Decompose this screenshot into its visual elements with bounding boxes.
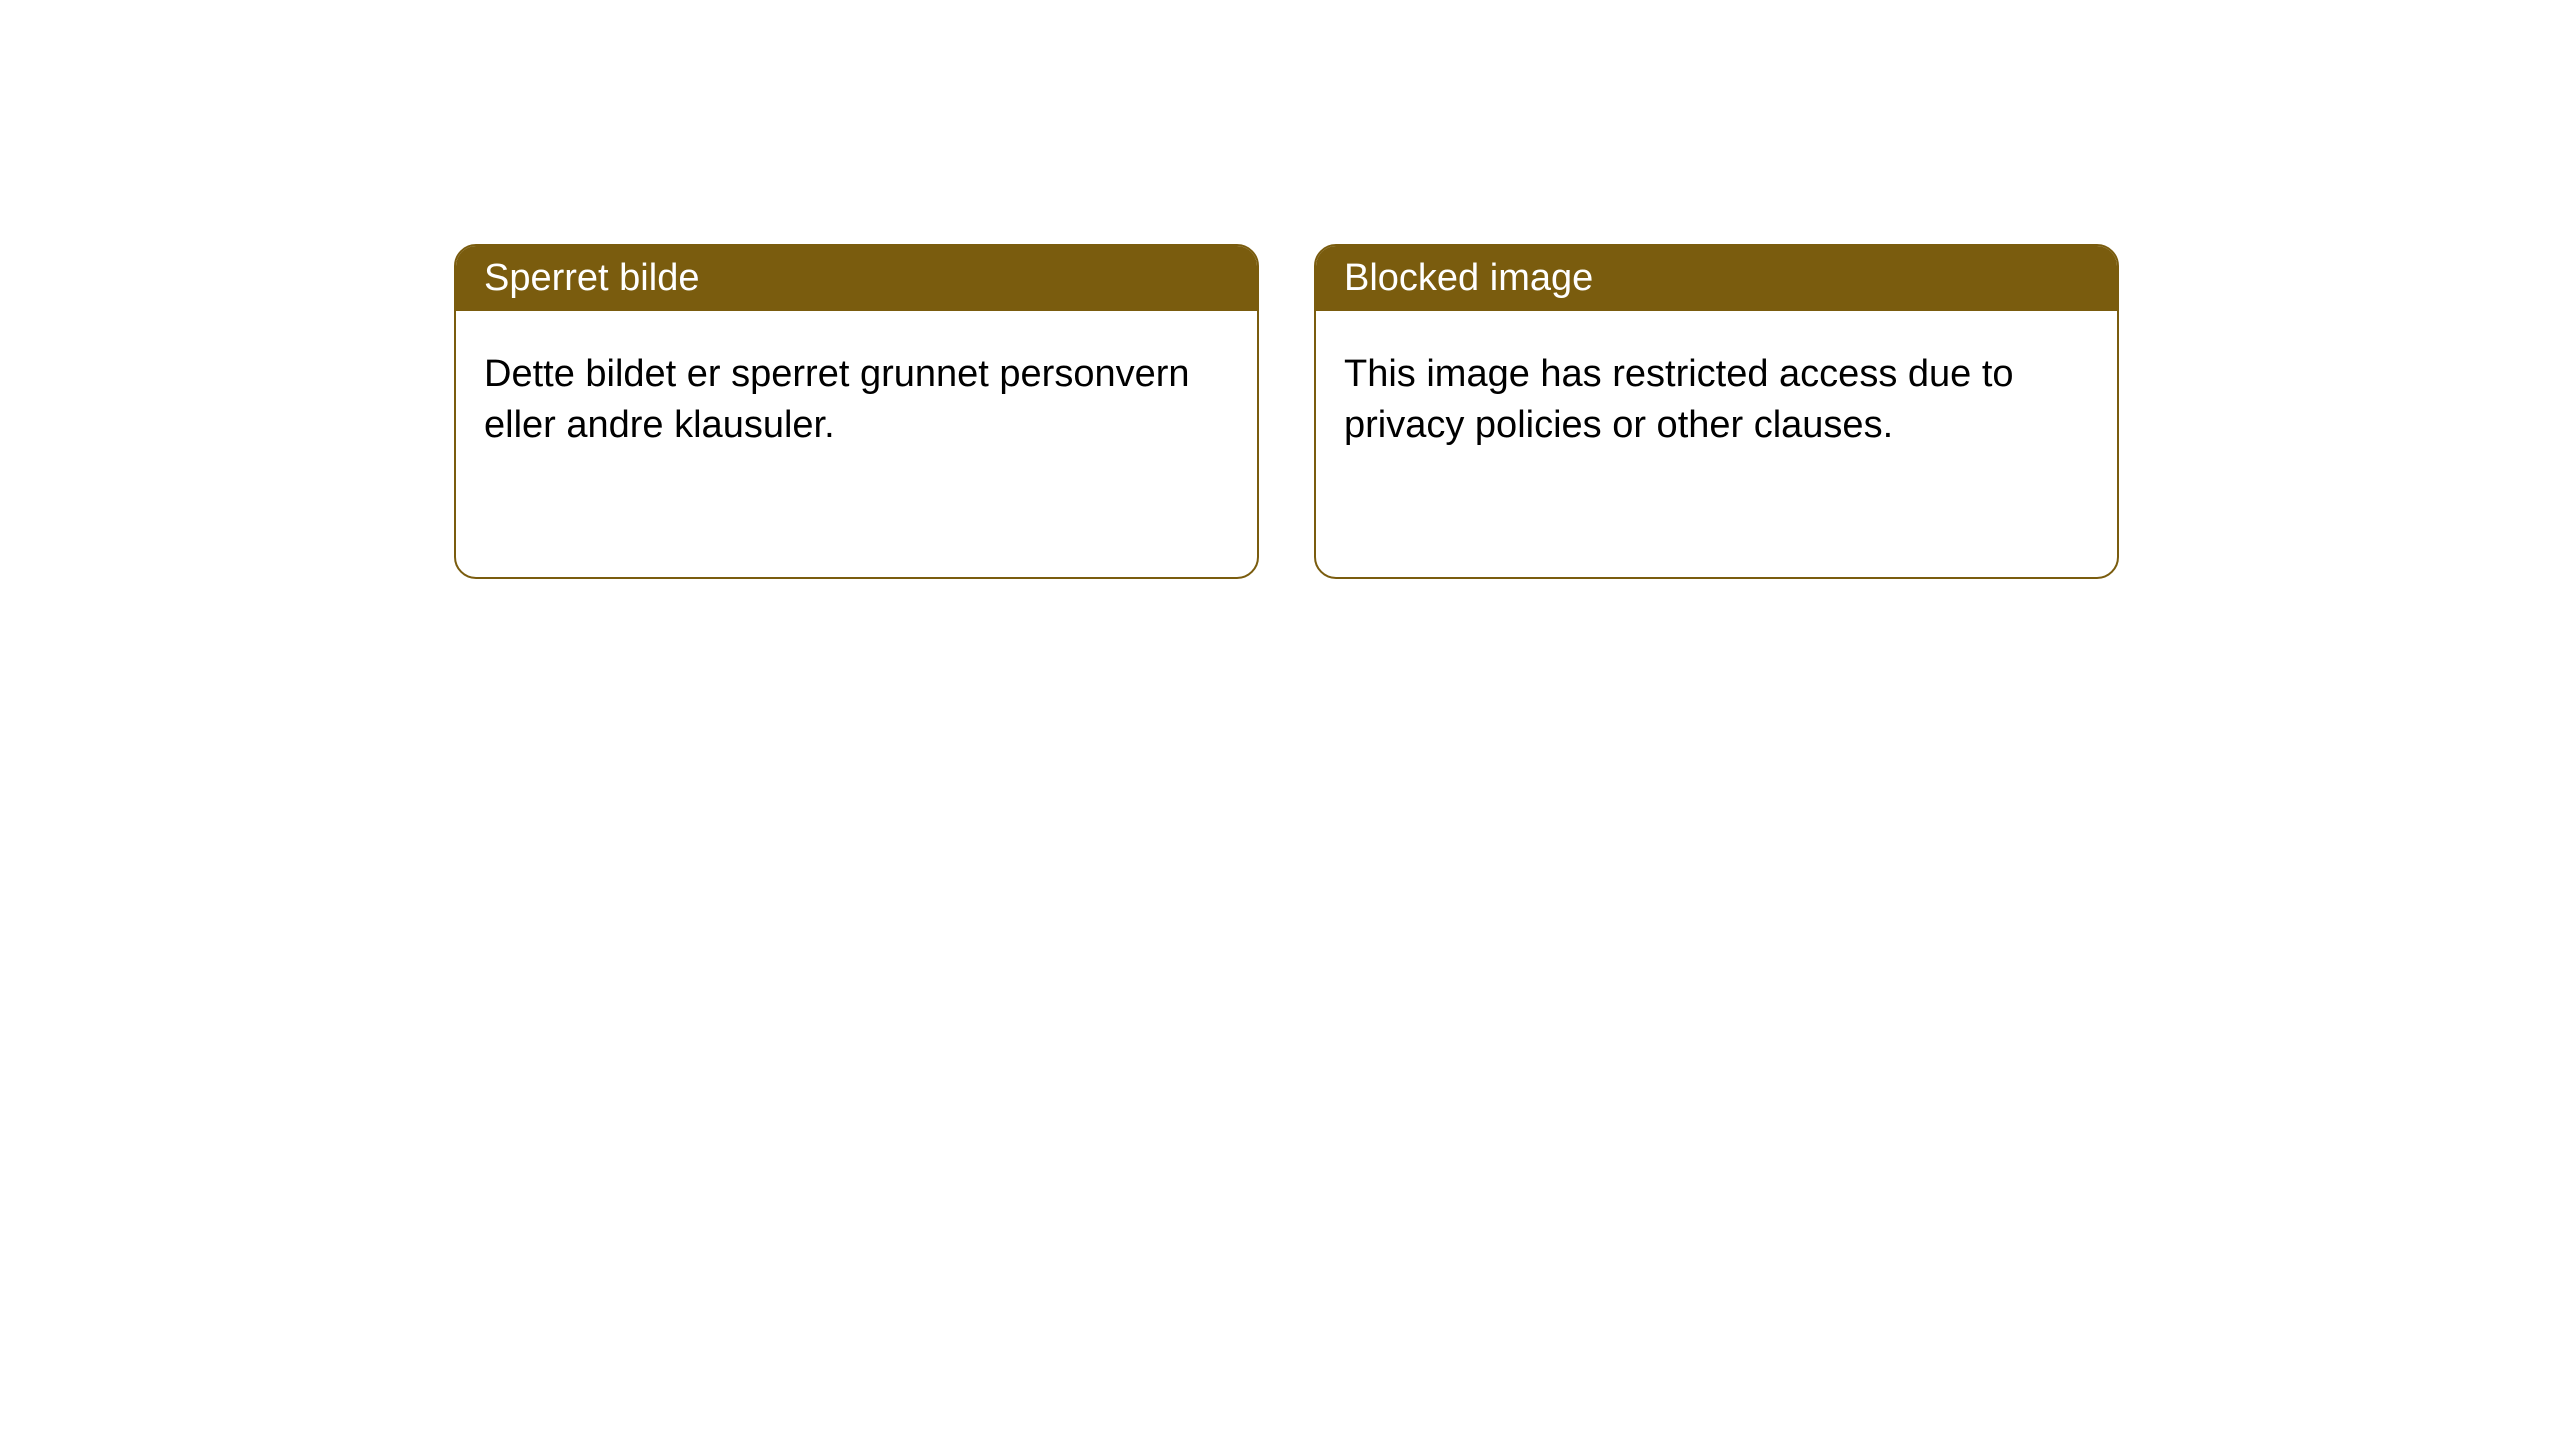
notice-card-english: Blocked image This image has restricted … — [1314, 244, 2119, 579]
card-header: Blocked image — [1316, 246, 2117, 311]
notice-card-norwegian: Sperret bilde Dette bildet er sperret gr… — [454, 244, 1259, 579]
card-body: Dette bildet er sperret grunnet personve… — [456, 311, 1257, 490]
card-body-text: This image has restricted access due to … — [1344, 353, 2014, 446]
card-header: Sperret bilde — [456, 246, 1257, 311]
card-title: Sperret bilde — [484, 257, 699, 299]
card-body: This image has restricted access due to … — [1316, 311, 2117, 490]
card-title: Blocked image — [1344, 257, 1593, 299]
card-body-text: Dette bildet er sperret grunnet personve… — [484, 353, 1190, 446]
notice-cards-container: Sperret bilde Dette bildet er sperret gr… — [0, 0, 2560, 579]
